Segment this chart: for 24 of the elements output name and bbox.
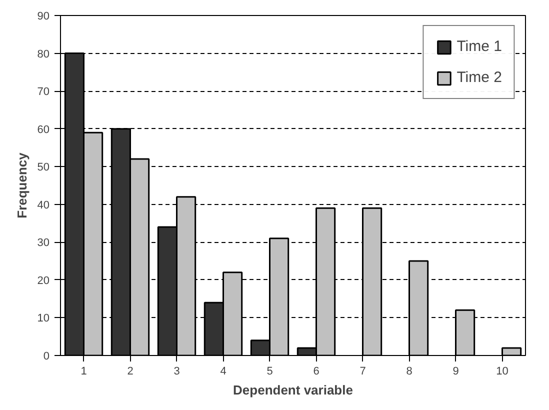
y-tick-label: 40 — [37, 199, 50, 212]
x-tick-label: 6 — [313, 366, 320, 378]
x-tick-label: 9 — [452, 366, 459, 378]
y-tick-label: 90 — [37, 10, 50, 22]
y-tick-label: 0 — [43, 350, 50, 362]
y-axis-title: Frequency — [14, 152, 30, 218]
y-tick-label: 50 — [37, 162, 50, 174]
y-tick-label: 20 — [37, 274, 50, 287]
y-tick-label: 80 — [37, 48, 50, 60]
x-tick-label: 2 — [127, 366, 134, 378]
y-tick-label: 70 — [37, 86, 50, 98]
x-tick-label: 4 — [220, 366, 226, 378]
x-tick-label: 1 — [80, 366, 87, 378]
y-tick-label: 10 — [37, 312, 50, 325]
x-tick-label: 10 — [496, 366, 508, 378]
x-tick-label: 3 — [174, 366, 180, 378]
y-tick-label: 30 — [37, 237, 50, 250]
x-tick-label: 8 — [406, 366, 412, 378]
legend-label: Time 2 — [456, 69, 502, 86]
x-tick-label: 5 — [266, 366, 273, 378]
legend-label: Time 1 — [456, 38, 502, 55]
x-axis-title: Dependent variable — [233, 382, 353, 398]
y-tick-label: 60 — [37, 124, 50, 136]
x-tick-label: 7 — [360, 366, 366, 378]
